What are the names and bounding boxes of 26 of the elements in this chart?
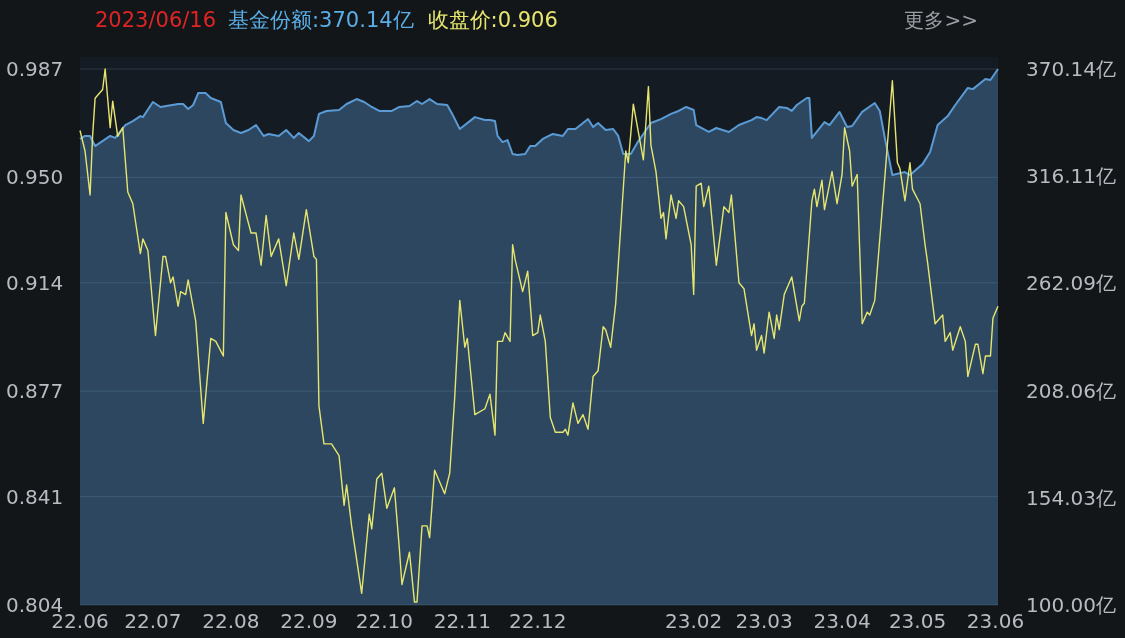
- y2-tick-label: 154.03亿: [1026, 485, 1116, 510]
- x-tick-label: 23.05: [888, 609, 947, 633]
- x-tick-label: 22.07: [124, 609, 182, 633]
- y-tick-label: 0.841: [6, 484, 64, 509]
- text: 收盘价:0.906: [427, 8, 558, 32]
- text: 基金份额:370.14亿: [228, 8, 414, 32]
- x-tick-label: 22.12: [509, 609, 567, 633]
- y2-tick-label: 100.00亿: [1026, 593, 1116, 617]
- y-tick-label: 0.877: [6, 379, 64, 404]
- y-tick-label: 0.987: [6, 57, 64, 81]
- y2-tick-label: 208.06亿: [1026, 378, 1116, 403]
- y2-tick-label: 262.09亿: [1026, 271, 1116, 296]
- x-tick-label: 23.03: [735, 609, 793, 633]
- y-tick-label: 0.914: [6, 270, 64, 295]
- chart-title: 2023/06/16: [95, 8, 217, 32]
- x-tick-label: 22.09: [280, 609, 338, 633]
- y2-tick-label: 370.14亿: [1026, 57, 1116, 81]
- x-tick-label: 23.06: [966, 609, 1025, 633]
- text: 更多>>: [904, 8, 978, 32]
- x-tick-label: 22.10: [355, 609, 413, 633]
- y-tick-label: 0.950: [6, 165, 64, 190]
- x-tick-label: 22.11: [433, 609, 491, 633]
- x-tick-label: 23.04: [813, 609, 871, 633]
- y2-tick-label: 316.11亿: [1026, 164, 1116, 189]
- x-tick-label: 22.08: [202, 609, 260, 633]
- x-tick-label: 23.02: [665, 609, 723, 633]
